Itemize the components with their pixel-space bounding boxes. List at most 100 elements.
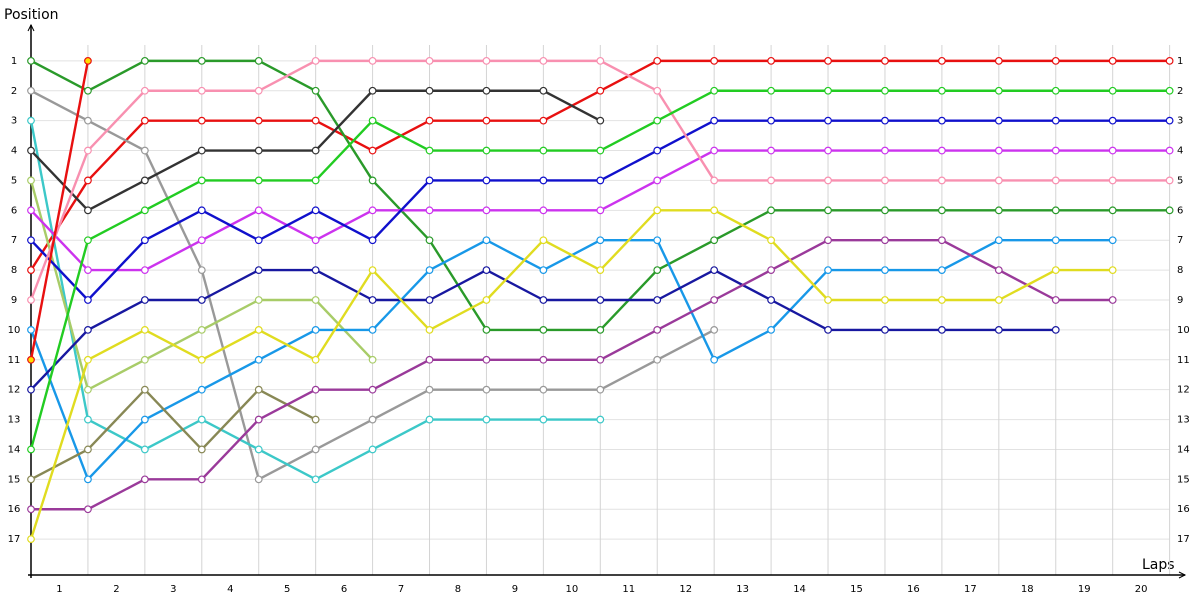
data-point <box>881 236 889 245</box>
data-point <box>596 325 605 334</box>
data-point <box>710 266 719 275</box>
data-point <box>767 116 775 125</box>
x-tick-label: 9 <box>512 584 518 595</box>
data-point <box>27 56 35 65</box>
y-tick-label-right: 14 <box>1177 444 1190 455</box>
data-point <box>27 146 35 155</box>
x-tick-label: 1 <box>56 584 62 595</box>
data-point <box>368 146 377 155</box>
data-point <box>197 206 206 215</box>
data-point <box>140 56 149 65</box>
data-point <box>425 146 434 155</box>
y-axis-arrow <box>27 23 35 32</box>
data-point <box>311 325 320 334</box>
data-point <box>140 445 149 454</box>
data-point <box>1165 176 1174 185</box>
data-point <box>937 86 946 95</box>
x-tick-label: 14 <box>793 584 806 595</box>
data-point <box>1108 146 1117 155</box>
data-point <box>482 116 491 125</box>
x-tick-label: 10 <box>565 584 578 595</box>
data-point <box>653 266 662 275</box>
data-point <box>539 325 548 334</box>
data-point <box>140 355 149 364</box>
data-point <box>368 56 377 65</box>
y-tick-label: 1 <box>11 56 17 67</box>
data-point <box>539 206 548 215</box>
y-tick-label-right: 13 <box>1177 415 1190 426</box>
data-point <box>311 236 320 245</box>
data-point <box>710 146 719 155</box>
data-point <box>140 475 149 484</box>
data-point <box>425 266 434 275</box>
data-point <box>937 146 946 155</box>
data-point <box>197 176 206 185</box>
data-point <box>84 206 92 215</box>
data-point <box>84 86 92 95</box>
x-tick-label: 13 <box>736 584 749 595</box>
data-point <box>27 505 35 514</box>
data-point <box>767 176 775 185</box>
data-point <box>596 116 605 125</box>
series-line <box>29 209 1113 540</box>
data-point <box>84 56 92 65</box>
data-point <box>596 266 605 275</box>
data-point <box>539 176 548 185</box>
y-tick-label: 3 <box>11 116 17 127</box>
data-point <box>368 206 377 215</box>
data-point <box>425 206 434 215</box>
data-point <box>596 86 605 95</box>
data-point <box>27 445 35 454</box>
x-tick-label: 15 <box>850 584 863 595</box>
data-point <box>881 296 889 304</box>
data-point <box>653 236 662 245</box>
data-point <box>653 325 662 334</box>
data-point <box>84 266 92 275</box>
y-tick-label-right: 9 <box>1177 295 1183 306</box>
data-point <box>84 236 92 245</box>
data-point <box>710 296 719 304</box>
data-point <box>197 475 206 484</box>
data-point <box>254 116 263 125</box>
data-point <box>1108 86 1117 95</box>
data-point <box>254 206 263 215</box>
y-tick-label: 15 <box>8 474 21 485</box>
series-line <box>31 239 1113 511</box>
y-tick-label: 13 <box>8 415 21 426</box>
y-tick-label-right: 10 <box>1177 325 1190 336</box>
data-point <box>767 146 775 155</box>
data-point <box>596 146 605 155</box>
data-point <box>824 325 832 334</box>
data-point <box>197 325 206 334</box>
data-point <box>311 206 320 215</box>
data-point <box>368 116 377 125</box>
y-tick-label: 14 <box>8 444 21 455</box>
data-point <box>84 325 92 334</box>
data-point <box>27 355 35 364</box>
y-tick-label-right: 6 <box>1177 205 1183 216</box>
data-point <box>596 355 605 364</box>
y-tick-label: 2 <box>11 86 17 97</box>
data-point <box>881 116 889 125</box>
series-line <box>29 60 90 361</box>
y-tick-label: 17 <box>8 534 21 545</box>
data-point <box>539 146 548 155</box>
data-point <box>27 266 35 275</box>
x-tick-label: 4 <box>227 584 233 595</box>
y-tick-label-right: 15 <box>1177 474 1190 485</box>
data-point <box>84 475 92 484</box>
data-point <box>482 236 491 245</box>
data-point <box>425 325 434 334</box>
data-point <box>1108 236 1117 245</box>
data-point <box>140 86 149 95</box>
data-point <box>1108 176 1117 185</box>
data-point <box>84 505 92 514</box>
data-point <box>84 385 92 394</box>
data-point <box>425 56 434 65</box>
data-point <box>881 325 889 334</box>
data-point <box>425 86 434 95</box>
data-point <box>425 116 434 125</box>
data-point <box>311 116 320 125</box>
data-point <box>311 385 320 394</box>
